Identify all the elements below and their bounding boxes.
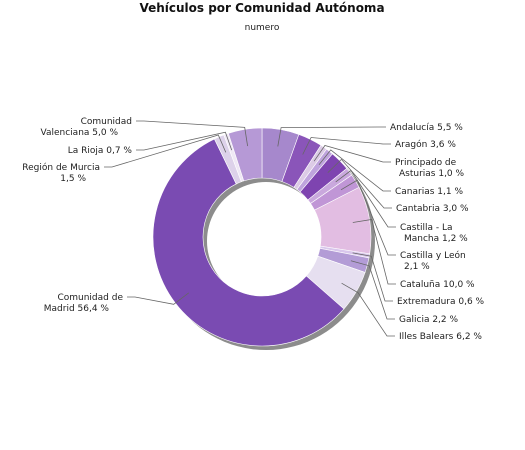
- leader-line-principado-de-asturias: [313, 145, 391, 163]
- chart-title: Vehículos por Comunidad Autónoma: [139, 1, 384, 15]
- leader-line-andalucia: [277, 126, 386, 147]
- leader-line-extremadura: [352, 252, 393, 302]
- leader-line-cantabria: [327, 158, 392, 209]
- leader-line-aragon: [302, 137, 391, 155]
- slice-label-canarias: Canarias 1,1 %: [395, 187, 463, 197]
- leader-line-illes-balears: [341, 282, 395, 337]
- slice-label-aragon: Aragón 3,6 %: [395, 139, 456, 150]
- label-leader-lines: [104, 120, 396, 337]
- chart-subtitle: numero: [245, 23, 280, 33]
- slice-label-castilla-la-mancha: Castilla - La Mancha 1,2 %: [400, 223, 468, 244]
- leader-line-castilla-la-mancha: [335, 169, 396, 228]
- slice-label-castilla-y-leon: Castilla y León 2,1 %: [400, 250, 466, 272]
- donut-slices: [152, 127, 372, 347]
- leader-line-canarias: [318, 149, 391, 192]
- leader-line-comunidad-valenciana: [136, 120, 248, 147]
- slice-label-comunidad-de-madrid: Comunidad de Madrid 56,4 %: [44, 293, 124, 314]
- slice-label-region-de-murcia: Región de Murcia 1,5 %: [22, 162, 100, 184]
- leader-line-region-de-murcia: [104, 134, 227, 168]
- slice-label-comunidad-valenciana: Comunidad Valenciana 5,0 %: [41, 117, 132, 138]
- leader-line-galicia: [350, 260, 395, 320]
- leader-line-cataluna: [352, 219, 396, 285]
- leader-line-castilla-y-leon: [340, 179, 396, 256]
- slice-comunidad-de-madrid: [152, 138, 345, 347]
- slice-label-galicia: Galicia 2,2 %: [399, 315, 458, 325]
- slice-label-extremadura: Extremadura 0,6 %: [397, 297, 485, 307]
- slice-label-cantabria: Cantabria 3,0 %: [396, 204, 469, 214]
- slice-label-principado-de-asturias: Principado de Asturias 1,0 %: [395, 158, 465, 179]
- slice-label-andalucia: Andalucía 5,5 %: [390, 123, 463, 133]
- leader-line-la-rioja: [136, 131, 233, 151]
- slice-label-illes-balears: Illes Balears 6,2 %: [399, 332, 482, 342]
- slice-label-la-rioja: La Rioja 0,7 %: [68, 146, 133, 156]
- slice-comunidad-valenciana: [227, 127, 263, 182]
- slice-labels: Andalucía 5,5 % Aragón 3,6 % Principado de…: [22, 117, 484, 342]
- leader-line-comunidad-de-madrid: [127, 292, 190, 305]
- slice-label-cataluna: Cataluña 10,0 %: [400, 280, 475, 290]
